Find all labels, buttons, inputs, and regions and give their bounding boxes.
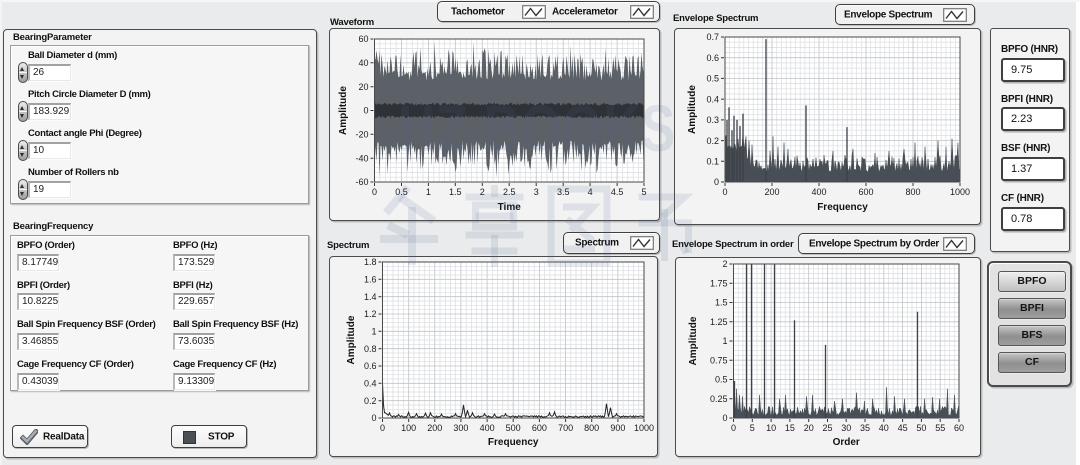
- svg-text:Amplitude: Amplitude: [346, 315, 357, 364]
- svg-text:-20: -20: [355, 130, 368, 140]
- svg-text:0: 0: [714, 177, 719, 187]
- svg-text:5: 5: [750, 423, 755, 433]
- svg-text:800: 800: [584, 423, 599, 433]
- svg-text:200: 200: [427, 423, 442, 433]
- svg-text:30: 30: [841, 423, 851, 433]
- svg-text:3: 3: [534, 187, 539, 197]
- svg-text:1.5: 1.5: [715, 298, 728, 308]
- svg-text:600: 600: [532, 423, 547, 433]
- svg-text:1.6: 1.6: [364, 275, 377, 285]
- svg-text:Amplitude: Amplitude: [688, 316, 699, 365]
- svg-text:1: 1: [426, 187, 431, 197]
- svg-text:Order: Order: [833, 437, 860, 448]
- svg-text:5: 5: [641, 187, 646, 197]
- svg-text:3.5: 3.5: [557, 187, 570, 197]
- svg-text:0.1: 0.1: [706, 157, 719, 167]
- svg-text:1.25: 1.25: [710, 317, 728, 327]
- svg-text:0: 0: [371, 413, 376, 423]
- svg-text:200: 200: [764, 187, 779, 197]
- svg-text:900: 900: [610, 423, 625, 433]
- svg-text:0.5: 0.5: [706, 74, 719, 84]
- svg-text:800: 800: [905, 187, 920, 197]
- svg-text:2: 2: [722, 259, 727, 269]
- svg-text:45: 45: [898, 423, 908, 433]
- svg-text:10: 10: [766, 423, 776, 433]
- svg-text:100: 100: [401, 423, 416, 433]
- svg-text:40: 40: [358, 58, 368, 68]
- svg-text:0.5: 0.5: [395, 187, 408, 197]
- svg-text:700: 700: [558, 423, 573, 433]
- svg-text:4: 4: [588, 187, 593, 197]
- svg-text:0: 0: [372, 187, 377, 197]
- svg-text:500: 500: [506, 423, 521, 433]
- svg-text:Time: Time: [498, 202, 522, 213]
- svg-text:15: 15: [785, 423, 795, 433]
- svg-text:-40: -40: [355, 153, 368, 163]
- svg-text:0.6: 0.6: [364, 361, 377, 371]
- svg-text:0: 0: [380, 423, 385, 433]
- svg-text:1.2: 1.2: [364, 309, 377, 319]
- svg-text:1.8: 1.8: [364, 257, 377, 267]
- svg-text:60: 60: [358, 34, 368, 44]
- svg-text:0: 0: [731, 423, 736, 433]
- svg-text:0: 0: [722, 413, 727, 423]
- svg-text:0.4: 0.4: [364, 379, 377, 389]
- svg-text:-60: -60: [355, 177, 368, 187]
- svg-text:2: 2: [480, 187, 485, 197]
- svg-text:20: 20: [358, 82, 368, 92]
- svg-text:2.5: 2.5: [503, 187, 516, 197]
- svg-text:1.4: 1.4: [364, 292, 377, 302]
- svg-text:0.5: 0.5: [715, 375, 728, 385]
- svg-text:1.75: 1.75: [710, 278, 728, 288]
- svg-text:Amplitude: Amplitude: [338, 86, 349, 135]
- svg-text:0.3: 0.3: [706, 115, 719, 125]
- svg-text:0.2: 0.2: [364, 396, 377, 406]
- svg-text:400: 400: [811, 187, 826, 197]
- svg-text:0.75: 0.75: [710, 356, 728, 366]
- svg-text:Frequency: Frequency: [488, 437, 539, 448]
- svg-text:1000: 1000: [634, 423, 654, 433]
- svg-text:400: 400: [480, 423, 495, 433]
- svg-text:1000: 1000: [950, 187, 970, 197]
- svg-text:0.4: 0.4: [706, 94, 719, 104]
- svg-text:0.6: 0.6: [706, 53, 719, 63]
- svg-text:600: 600: [858, 187, 873, 197]
- svg-text:0.8: 0.8: [364, 344, 377, 354]
- svg-text:0: 0: [363, 106, 368, 116]
- svg-text:Amplitude: Amplitude: [687, 85, 698, 134]
- svg-text:1: 1: [722, 336, 727, 346]
- svg-text:0.2: 0.2: [706, 136, 719, 146]
- svg-text:35: 35: [860, 423, 870, 433]
- svg-text:1: 1: [371, 327, 376, 337]
- svg-text:0: 0: [722, 187, 727, 197]
- svg-text:1.5: 1.5: [449, 187, 462, 197]
- svg-text:55: 55: [935, 423, 945, 433]
- svg-text:4.5: 4.5: [611, 187, 624, 197]
- svg-text:0.25: 0.25: [710, 394, 728, 404]
- svg-text:25: 25: [822, 423, 832, 433]
- svg-text:20: 20: [804, 423, 814, 433]
- svg-text:40: 40: [879, 423, 889, 433]
- svg-text:50: 50: [916, 423, 926, 433]
- svg-text:60: 60: [954, 423, 964, 433]
- svg-text:0.7: 0.7: [706, 32, 719, 42]
- svg-text:300: 300: [453, 423, 468, 433]
- svg-text:Frequency: Frequency: [817, 202, 868, 213]
